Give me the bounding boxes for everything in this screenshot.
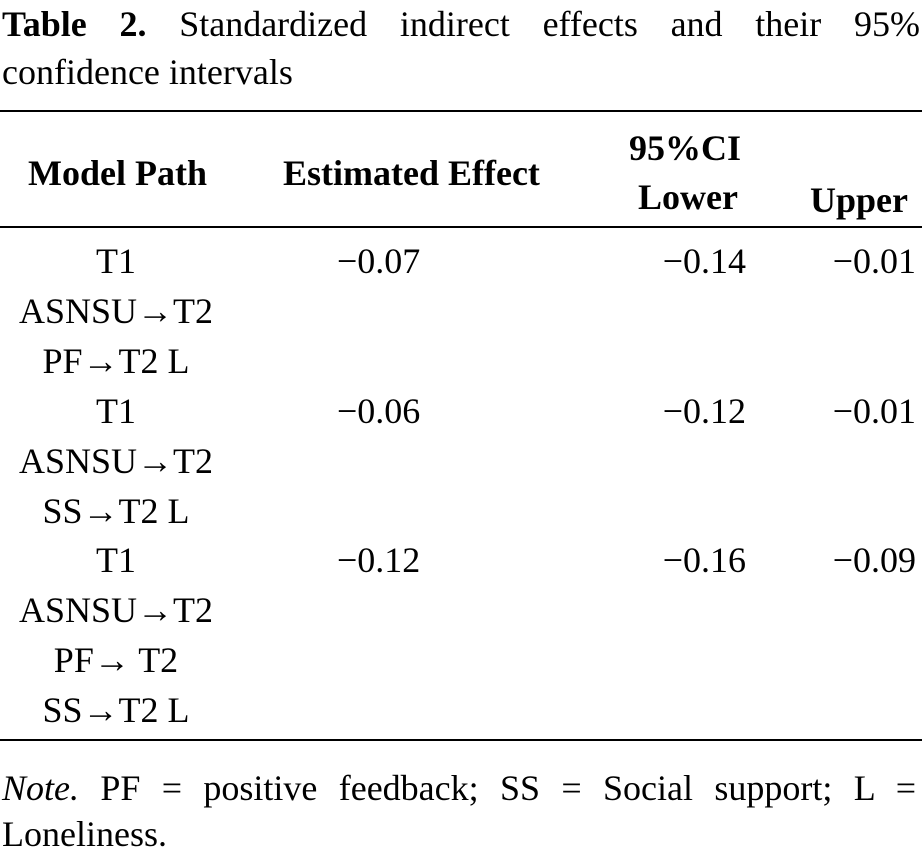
- note-text: PF = positive feedback; SS = Social supp…: [2, 768, 917, 854]
- path-line: PF→T2 L: [42, 341, 190, 381]
- table-row-3-estimate: −0.12: [337, 540, 421, 580]
- header-estimated-effect: Estimated Effect: [283, 153, 540, 193]
- path-line: ASNSU→T2: [18, 291, 214, 331]
- path-line: ASNSU→T2: [18, 590, 214, 630]
- top-rule: [0, 110, 922, 112]
- table-row-2-path: T1 ASNSU→T2 SS→T2 L: [0, 386, 232, 536]
- table-caption: Table 2. Standardized indirect effects a…: [2, 0, 920, 96]
- bottom-rule: [0, 739, 922, 741]
- table-row-1-estimate: −0.07: [337, 241, 421, 281]
- caption-text: Standardized indirect effects and their …: [2, 4, 920, 92]
- table-row-2-upper: −0.01: [832, 391, 916, 431]
- header-model-path: Model Path: [28, 153, 207, 193]
- header-upper: Upper: [810, 180, 908, 220]
- table-note: Note. PF = positive feedback; SS = Socia…: [2, 765, 916, 857]
- note-label: Note.: [2, 768, 79, 808]
- path-line: SS→T2 L: [42, 491, 190, 531]
- header-ci-group: 95%CI: [629, 128, 742, 168]
- path-line: T1: [96, 391, 136, 431]
- header-rule: [0, 226, 922, 228]
- table-row-3-upper: −0.09: [832, 540, 916, 580]
- table-row-1-lower: −0.14: [662, 241, 746, 281]
- table-row-2-estimate: −0.06: [337, 391, 421, 431]
- path-line: ASNSU→T2: [18, 441, 214, 481]
- path-line: SS→T2 L: [42, 690, 190, 730]
- header-lower: Lower: [638, 177, 738, 217]
- path-line: PF→ T2: [53, 640, 179, 680]
- table-row-1-path: T1 ASNSU→T2 PF→T2 L: [0, 236, 232, 386]
- table-row-3-lower: −0.16: [662, 540, 746, 580]
- path-line: T1: [96, 540, 136, 580]
- table-row-3-path: T1 ASNSU→T2 PF→ T2 SS→T2 L: [0, 535, 232, 735]
- table-row-2-lower: −0.12: [662, 391, 746, 431]
- path-line: T1: [96, 241, 136, 281]
- caption-label: Table 2.: [2, 4, 147, 44]
- table-row-1-upper: −0.01: [832, 241, 916, 281]
